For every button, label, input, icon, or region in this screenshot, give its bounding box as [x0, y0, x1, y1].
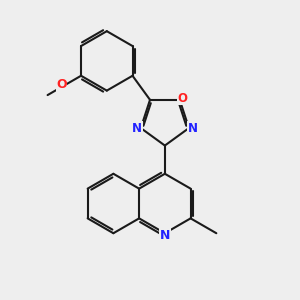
Text: O: O — [178, 92, 188, 105]
Text: N: N — [188, 122, 197, 135]
Text: O: O — [56, 78, 67, 91]
Text: N: N — [160, 229, 170, 242]
Text: N: N — [132, 122, 142, 135]
